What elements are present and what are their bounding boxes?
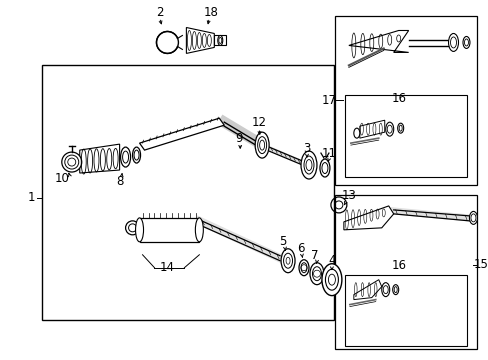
Text: 5: 5 bbox=[279, 235, 286, 248]
Text: 16: 16 bbox=[390, 259, 406, 272]
Text: 4: 4 bbox=[327, 254, 335, 267]
Bar bbox=[42, 66, 333, 320]
Ellipse shape bbox=[132, 147, 140, 163]
Text: 18: 18 bbox=[203, 6, 218, 19]
Polygon shape bbox=[343, 206, 393, 230]
Text: 17: 17 bbox=[321, 94, 336, 107]
Text: 11: 11 bbox=[321, 147, 336, 159]
Ellipse shape bbox=[321, 264, 341, 296]
Text: 7: 7 bbox=[310, 249, 318, 262]
Circle shape bbox=[125, 221, 139, 235]
Bar bbox=[214, 36, 226, 45]
Ellipse shape bbox=[309, 263, 323, 285]
Text: 2: 2 bbox=[155, 6, 163, 19]
Ellipse shape bbox=[447, 33, 458, 51]
Polygon shape bbox=[139, 218, 199, 242]
Ellipse shape bbox=[217, 36, 223, 45]
Text: 1: 1 bbox=[28, 192, 36, 204]
Ellipse shape bbox=[121, 147, 130, 167]
Text: 9: 9 bbox=[235, 132, 243, 145]
Text: 6: 6 bbox=[297, 242, 304, 255]
Text: 14: 14 bbox=[160, 261, 175, 274]
Text: 10: 10 bbox=[54, 171, 69, 185]
Ellipse shape bbox=[319, 159, 329, 177]
Text: 13: 13 bbox=[341, 189, 356, 202]
Text: 3: 3 bbox=[303, 141, 310, 154]
Bar bbox=[334, 15, 476, 185]
Ellipse shape bbox=[298, 260, 308, 276]
Bar bbox=[344, 275, 467, 346]
Polygon shape bbox=[348, 31, 408, 53]
Polygon shape bbox=[359, 120, 384, 138]
Ellipse shape bbox=[281, 249, 294, 273]
Polygon shape bbox=[186, 27, 214, 53]
Text: 16: 16 bbox=[390, 92, 406, 105]
Circle shape bbox=[61, 152, 81, 172]
Polygon shape bbox=[353, 280, 381, 300]
Ellipse shape bbox=[381, 283, 389, 297]
Text: 12: 12 bbox=[251, 116, 266, 129]
Ellipse shape bbox=[255, 132, 268, 158]
Polygon shape bbox=[139, 118, 224, 150]
Ellipse shape bbox=[462, 36, 469, 49]
Ellipse shape bbox=[392, 285, 398, 294]
Ellipse shape bbox=[195, 218, 203, 242]
Ellipse shape bbox=[353, 128, 359, 138]
Polygon shape bbox=[80, 144, 120, 173]
Bar bbox=[334, 195, 476, 350]
Text: 15: 15 bbox=[473, 258, 488, 271]
Ellipse shape bbox=[135, 218, 143, 242]
Text: 8: 8 bbox=[116, 175, 123, 189]
Ellipse shape bbox=[385, 122, 393, 136]
Ellipse shape bbox=[468, 211, 476, 224]
Ellipse shape bbox=[301, 151, 316, 179]
Ellipse shape bbox=[397, 123, 403, 133]
Bar bbox=[344, 95, 467, 177]
